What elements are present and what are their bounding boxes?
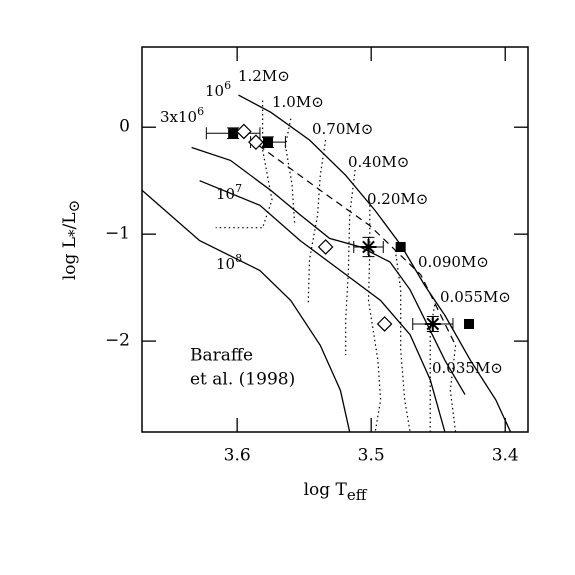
x-label-sub: eff [347,486,368,504]
isochrone-exp: 7 [235,182,242,195]
open-diamond [376,316,393,332]
track-label: 0.70M⊙ [312,120,373,138]
y-label-sub: * [65,229,83,237]
plot-frame [141,46,529,433]
mass-track [367,205,382,433]
x-tick-label: 3.5 [358,446,385,466]
y-label-text: log L [60,237,80,280]
y-label-rest: /L [60,212,80,229]
open-diamond [317,239,334,255]
track-label: 1.0M⊙ [272,93,324,111]
y-tick-label: −1 [105,224,130,244]
track-label: 0.090M⊙ [418,253,489,271]
open-diamond [236,123,252,140]
mass-track [215,100,273,229]
y-axis-label: log L*/L⊙ [60,200,84,280]
isochrone [199,180,446,433]
track-label: 0.20M⊙ [367,190,428,208]
filled-square [464,318,475,329]
isochrone [141,189,351,433]
isochrone-base: 3x10 [160,108,197,126]
mass-track [345,169,356,355]
filled-square [262,137,273,148]
y-tick-label: −2 [105,331,130,351]
annotation: Baraffe [190,346,253,366]
y-label-sub2: ⊙ [65,200,83,213]
filled-square [228,128,239,139]
x-tick-label: 3.4 [492,446,519,466]
dashed-line [258,144,457,346]
x-axis-label: log Teff [304,480,368,505]
track-label: 0.40M⊙ [348,153,409,171]
track-label: 0.055M⊙ [440,288,511,306]
isochrone-label: 3x106 [160,105,204,126]
filled-square [395,241,406,252]
isochrone-base: 10 [216,185,235,203]
isochrone-label: 106 [205,79,231,100]
isochrone-label: 107 [216,182,242,203]
isochrone-base: 10 [216,255,235,273]
isochrone-base: 10 [205,82,224,100]
track-label: 1.2M⊙ [238,67,290,85]
mass-track [429,300,437,432]
mass-track [394,250,411,433]
mass-track [449,345,457,433]
open-diamond [248,134,264,151]
mass-track [284,118,296,226]
asterisk [360,238,377,255]
mass-track [307,139,327,305]
x-label-text: log T [304,480,348,500]
x-tick-label: 3.6 [224,446,251,466]
isochrone-exp: 8 [235,252,242,265]
isochrone-exp: 6 [224,79,231,92]
y-tick-label: 0 [119,117,130,137]
asterisk [424,315,441,332]
annotation: et al. (1998) [190,370,295,390]
isochrone-label: 108 [216,252,242,273]
track-label: 0.035M⊙ [432,359,503,377]
isochrone-exp: 6 [197,105,204,118]
